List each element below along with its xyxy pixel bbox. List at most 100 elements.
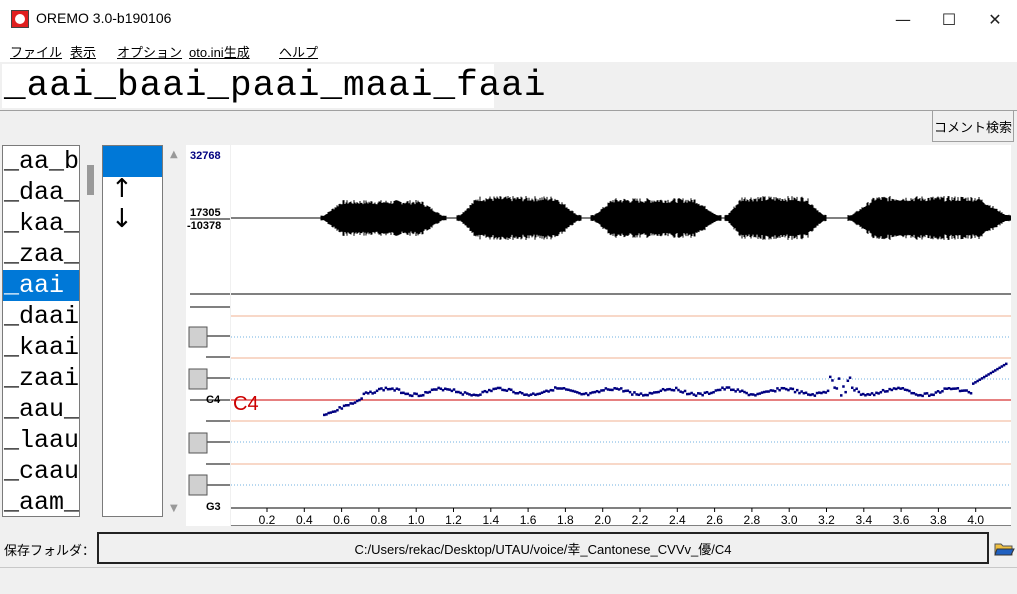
pitch-point	[717, 389, 720, 392]
pitch-point	[385, 387, 388, 390]
pitch-point	[785, 388, 788, 391]
pitch-point	[380, 387, 383, 390]
pitch-point	[783, 387, 786, 390]
pitch-point	[800, 390, 803, 393]
pitch-point	[787, 389, 790, 392]
pitch-point	[941, 390, 944, 393]
pitch-point	[420, 394, 423, 397]
pitch-point	[477, 394, 480, 397]
scroll-thumb[interactable]	[87, 165, 94, 195]
pitch-point	[935, 391, 938, 394]
save-folder-path[interactable]: C:/Users/rekac/Desktop/UTAU/voice/幸_Cant…	[97, 532, 989, 564]
pitch-point	[455, 391, 458, 394]
pitch-point	[882, 389, 885, 392]
pitch-point	[855, 387, 858, 390]
menu-view[interactable]: 表示	[70, 42, 96, 61]
comment-list[interactable]: ↑ ↓	[102, 145, 163, 517]
pitch-point	[710, 392, 713, 395]
pitch-point	[629, 391, 632, 394]
list-scrollbar[interactable]	[82, 145, 100, 517]
pitch-point	[748, 394, 751, 397]
pitch-point	[576, 391, 579, 394]
pitch-point	[503, 389, 506, 392]
pitch-point	[393, 389, 396, 392]
pitch-point	[497, 387, 500, 390]
pitch-point	[323, 414, 326, 417]
pitch-point	[948, 387, 951, 390]
pitch-point	[646, 394, 649, 397]
comment-search-button[interactable]: コメント検索	[932, 110, 1014, 142]
x-tick-label: 0.4	[296, 513, 313, 526]
pitch-point	[495, 387, 498, 390]
pitch-point	[356, 400, 359, 403]
pitch-point	[565, 388, 568, 391]
list-item[interactable]: _aa_b	[3, 146, 80, 177]
pitch-point	[851, 387, 854, 390]
list-item[interactable]: _kaa_	[3, 208, 80, 239]
list-item-selected[interactable]: _aai	[3, 270, 80, 301]
list-item[interactable]: _caau	[3, 456, 80, 487]
pitch-point	[501, 389, 504, 392]
scroll-up-icon[interactable]: ▲	[170, 149, 178, 160]
pitch-point	[803, 392, 806, 395]
pitch-point	[506, 389, 509, 392]
list-item[interactable]: _daai	[3, 301, 80, 332]
waveform-view[interactable]: C4 0.2 0.4 0.6 0.8 1.0 1.2 1.4 1.6 1.8 2.0 2.2 2.4 2…	[231, 145, 1011, 526]
pitch-point	[596, 390, 599, 393]
maximize-button[interactable]: ☐	[926, 0, 972, 38]
waveform-trace	[321, 196, 1011, 240]
pitch-point	[664, 389, 667, 392]
recording-list[interactable]: _aa_b _daa_ _kaa_ _zaa_ _aai _daai _kaai…	[2, 145, 80, 517]
current-item-title: _aai_baai_paai_maai_faai	[2, 64, 494, 108]
pitch-point	[752, 393, 755, 396]
pitch-point	[976, 380, 979, 383]
menu-otoini[interactable]: oto.ini生成	[189, 42, 250, 61]
pitch-point	[838, 377, 841, 380]
pitch-point	[814, 394, 817, 397]
pitch-point	[387, 388, 390, 391]
list-item[interactable]: _aau_	[3, 394, 80, 425]
pitch-point	[695, 394, 698, 397]
pitch-point	[633, 391, 636, 394]
menu-options[interactable]: オプション	[117, 42, 182, 61]
pitch-point	[697, 392, 700, 395]
folder-open-icon[interactable]	[993, 537, 1015, 559]
pitch-scrollbar[interactable]: ▲ ▼	[166, 145, 184, 517]
pitch-point	[481, 391, 484, 394]
pitch-point	[763, 391, 766, 394]
waveform-canvas[interactable]: C4 0.2 0.4 0.6 0.8 1.0 1.2 1.4 1.6 1.8 2.0 2.2 2.4 2…	[231, 145, 1011, 526]
list-item[interactable]: _daa_	[3, 177, 80, 208]
comment-list-selected[interactable]	[103, 146, 162, 177]
pitch-point	[734, 390, 737, 393]
pitch-point	[360, 397, 363, 400]
close-button[interactable]: ✕	[972, 0, 1017, 38]
pitch-point	[475, 394, 478, 397]
pitch-point	[671, 389, 674, 392]
piano-keys	[186, 145, 230, 526]
list-item[interactable]: _aam_	[3, 487, 80, 517]
menu-file[interactable]: ファイル	[10, 42, 62, 61]
pitch-point	[653, 391, 656, 394]
pitch-point	[950, 388, 953, 391]
pitch-point	[400, 392, 403, 395]
list-item[interactable]: _kaai	[3, 332, 80, 363]
pitch-point	[587, 394, 590, 397]
pitch-point	[750, 393, 753, 396]
pitch-point	[561, 387, 564, 390]
pitch-point	[840, 394, 843, 397]
pitch-point	[510, 389, 513, 392]
pitch-point	[772, 389, 775, 392]
list-item[interactable]: _zaai	[3, 363, 80, 394]
list-item[interactable]: _laau	[3, 425, 80, 456]
pitch-point	[580, 393, 583, 396]
minimize-button[interactable]: —	[880, 0, 926, 38]
scroll-down-icon[interactable]: ▼	[170, 503, 178, 514]
list-item[interactable]: _zaa_	[3, 239, 80, 270]
menu-help[interactable]: ヘルプ	[279, 42, 318, 61]
pitch-point	[631, 393, 634, 396]
pitch-point	[550, 389, 553, 392]
pitch-point	[389, 388, 392, 391]
pitch-point	[519, 391, 522, 394]
pitch-point	[622, 390, 625, 393]
x-tick-label: 1.4	[482, 513, 499, 526]
